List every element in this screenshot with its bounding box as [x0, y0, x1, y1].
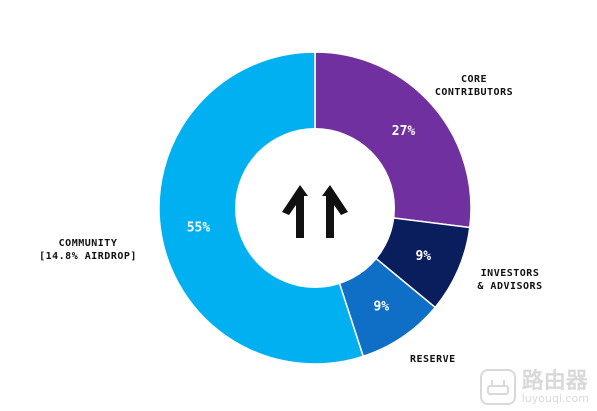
donut-hole [235, 128, 395, 288]
slice-category-label-3: COMMUNITY [14.8% AIRDROP] [39, 238, 137, 262]
double-up-arrow-logo [282, 185, 348, 238]
slice-value-label-3: 55% [187, 220, 211, 235]
slice-category-label-1: INVESTORS & ADVISORS [477, 268, 542, 292]
watermark-text: 路由器 [521, 368, 588, 394]
router-icon [479, 369, 516, 405]
slice-value-label-1: 9% [415, 249, 431, 264]
watermark: 路由器 luyouqi.com [479, 368, 589, 405]
slice-value-label-2: 9% [373, 300, 389, 315]
slice-category-label-2: RESERVE [410, 354, 456, 365]
watermark-url: luyouqi.com [521, 391, 589, 405]
slice-value-label-0: 27% [392, 124, 416, 139]
percent-labels: 27% 9% 9% 55% [187, 124, 432, 315]
category-labels: CORE CONTRIBUTORS INVESTORS & ADVISORS RESER… [39, 74, 542, 365]
slice-category-label-0: CORE CONTRIBUTORS [435, 74, 513, 98]
